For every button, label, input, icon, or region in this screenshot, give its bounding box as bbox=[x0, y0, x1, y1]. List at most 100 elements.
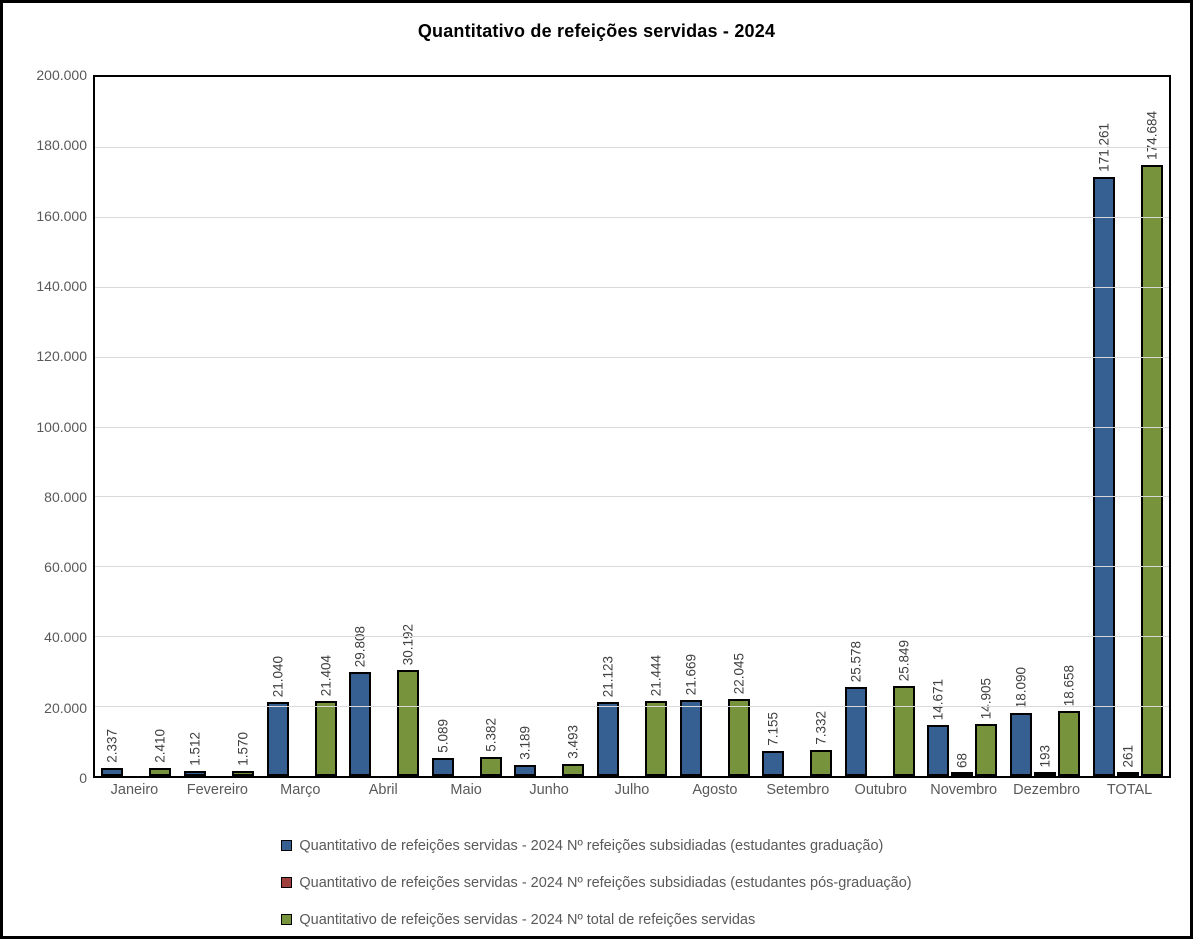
legend-items: Quantitativo de refeições servidas - 202… bbox=[281, 827, 912, 938]
y-tick-label: 180.000 bbox=[36, 137, 87, 154]
gridline bbox=[95, 216, 1169, 218]
bar-series-0-agosto bbox=[679, 700, 702, 776]
bar-data-label: 21.123 bbox=[600, 655, 616, 697]
bar-slot: 21.040 bbox=[266, 77, 289, 776]
bar-group-março: 21.040 21.404 bbox=[260, 77, 343, 776]
bar-series-2-abril bbox=[397, 670, 420, 776]
y-tick-label: 20.000 bbox=[44, 699, 87, 716]
y-tick-label: 160.000 bbox=[36, 207, 87, 224]
bar-series-2-dezembro bbox=[1058, 711, 1080, 776]
bar-series-2-junho bbox=[562, 764, 585, 776]
bar-data-label: 29.808 bbox=[352, 625, 368, 667]
bar-group-outubro: 25.578 25.849 bbox=[838, 77, 921, 776]
bar-group-maio: 5.089 5.382 bbox=[425, 77, 508, 776]
bar-slot: 7.155 bbox=[762, 77, 785, 776]
bar-series-2-fevereiro bbox=[231, 771, 254, 776]
bar-series-0-fevereiro bbox=[183, 771, 206, 776]
x-axis-label-julho: Julho bbox=[614, 782, 650, 798]
bar-slot: 22.045 bbox=[727, 77, 750, 776]
bar-data-label: 5.089 bbox=[435, 719, 451, 753]
y-tick-label: 100.000 bbox=[36, 418, 87, 435]
gridline bbox=[95, 706, 1169, 708]
bar-slot: 29.808 bbox=[349, 77, 372, 776]
legend-item-0: Quantitativo de refeições servidas - 202… bbox=[281, 827, 883, 864]
legend-marker-icon bbox=[281, 840, 293, 851]
bar-data-label: 261 bbox=[1120, 745, 1136, 768]
bar-slot: 193 bbox=[1034, 77, 1056, 776]
bar-groups-container: 2.337 2.410 1.512 1.570 21.040 21.404 29.808 30… bbox=[95, 77, 1169, 776]
bar-data-label: 25.849 bbox=[896, 639, 912, 681]
x-axis-label-abril: Abril bbox=[368, 782, 398, 798]
gridline bbox=[95, 146, 1169, 148]
bar-data-label: 1.570 bbox=[235, 732, 251, 766]
bar-series-0-novembro bbox=[927, 725, 950, 776]
bar-slot: 14.905 bbox=[975, 77, 998, 776]
legend-item-2: Quantitativo de refeições servidas - 202… bbox=[281, 901, 755, 938]
y-tick-label: 40.000 bbox=[44, 629, 87, 646]
legend-marker-icon bbox=[281, 914, 293, 925]
bar-data-label: 18.090 bbox=[1013, 666, 1029, 708]
bar-series-2-março bbox=[314, 701, 337, 776]
bar-group-agosto: 21.669 22.045 bbox=[673, 77, 756, 776]
bar-series-0-abril bbox=[349, 672, 372, 776]
bar-slot: 3.189 bbox=[514, 77, 537, 776]
bar-data-label: 3.189 bbox=[517, 726, 533, 760]
bar-series-0-março bbox=[266, 702, 289, 776]
bar-data-label: 18.658 bbox=[1061, 664, 1077, 706]
gridline bbox=[95, 426, 1169, 428]
x-axis-label-outubro: Outubro bbox=[854, 782, 907, 798]
bar-series-0-outubro bbox=[844, 687, 867, 776]
x-axis-label-junho: Junho bbox=[529, 782, 569, 798]
bar-slot: 30.192 bbox=[397, 77, 420, 776]
bar-data-label: 193 bbox=[1037, 745, 1053, 768]
legend: Quantitativo de refeições servidas - 202… bbox=[3, 827, 1190, 938]
gridline bbox=[95, 356, 1169, 358]
bar-series-2-julho bbox=[644, 701, 667, 776]
bar-slot: 5.382 bbox=[479, 77, 502, 776]
bar-slot: 21.404 bbox=[314, 77, 337, 776]
bar-group-abril: 29.808 30.192 bbox=[343, 77, 426, 776]
x-axis-label-março: Março bbox=[280, 782, 321, 798]
bar-series-0-dezembro bbox=[1010, 713, 1032, 776]
bar-group-junho: 3.189 3.493 bbox=[508, 77, 591, 776]
bar-data-label: 14.905 bbox=[978, 677, 994, 719]
bar-series-2-maio bbox=[479, 757, 502, 776]
bar-slot: 2.410 bbox=[149, 77, 172, 776]
bar-data-label: 21.444 bbox=[648, 654, 664, 696]
bar-series-0-junho bbox=[514, 765, 537, 776]
bar-group-fevereiro: 1.512 1.570 bbox=[178, 77, 261, 776]
bar-group-novembro: 14.671 68 14.905 bbox=[921, 77, 1004, 776]
bar-slot: 25.849 bbox=[892, 77, 915, 776]
bar-slot: 21.669 bbox=[679, 77, 702, 776]
bar-slot: 3.493 bbox=[562, 77, 585, 776]
bar-data-label: 68 bbox=[954, 752, 970, 768]
gridline bbox=[95, 566, 1169, 568]
x-axis-label-total: TOTAL bbox=[1106, 782, 1153, 798]
bar-data-label: 21.404 bbox=[318, 654, 334, 696]
bar-data-label: 14.671 bbox=[930, 678, 946, 720]
x-axis-label-dezembro: Dezembro bbox=[1013, 782, 1081, 798]
bar-data-label: 7.332 bbox=[813, 711, 829, 745]
x-axis-label-agosto: Agosto bbox=[692, 782, 738, 798]
bar-series-1-total bbox=[1116, 772, 1139, 776]
bar-data-label: 22.045 bbox=[731, 652, 747, 694]
gridline bbox=[95, 636, 1169, 638]
legend-item-1: Quantitativo de refeições servidas - 202… bbox=[281, 864, 912, 901]
y-tick-label: 140.000 bbox=[36, 277, 87, 294]
bar-series-2-novembro bbox=[975, 724, 998, 776]
y-axis: 200.000 180.000 160.000 140.000 120.000 100.0… bbox=[3, 67, 87, 786]
bar-data-label: 5.382 bbox=[483, 718, 499, 752]
bar-series-0-janeiro bbox=[101, 768, 124, 776]
bar-series-1-novembro bbox=[951, 772, 974, 776]
plot-area: 2.337 2.410 1.512 1.570 21.040 21.404 29.808 30… bbox=[93, 75, 1171, 778]
bar-series-2-outubro bbox=[892, 686, 915, 776]
bar-slot: 5.089 bbox=[431, 77, 454, 776]
bar-series-1-dezembro bbox=[1034, 772, 1056, 776]
x-axis-label-fevereiro: Fevereiro bbox=[186, 782, 248, 798]
bar-data-label: 21.040 bbox=[270, 655, 286, 697]
bar-series-0-setembro bbox=[762, 751, 785, 776]
x-axis-label-maio: Maio bbox=[450, 782, 482, 798]
legend-marker-icon bbox=[281, 877, 293, 888]
bar-slot: 2.337 bbox=[101, 77, 124, 776]
bar-data-label: 2.410 bbox=[152, 729, 168, 763]
